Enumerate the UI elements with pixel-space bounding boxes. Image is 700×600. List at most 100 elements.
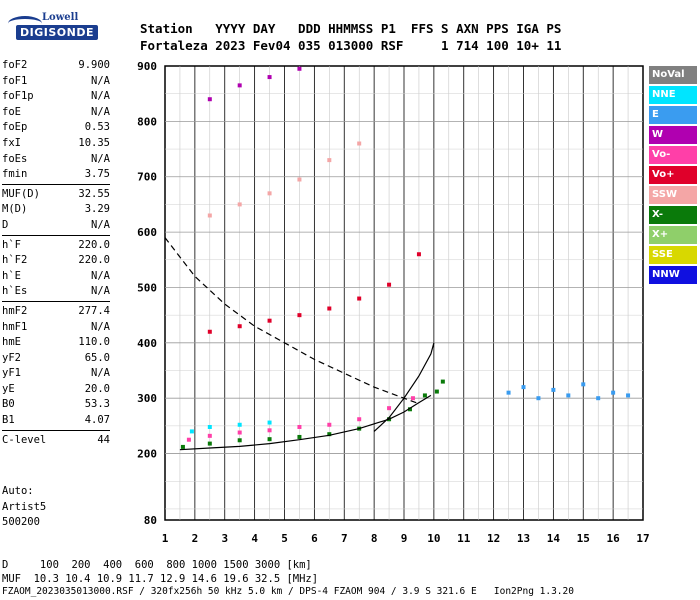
direction-legend: NoVal NNE E W Vo- Vo+ SSW X- X+ SSE NNW (649, 66, 697, 286)
x-tick-label: 12 (487, 532, 500, 545)
trace-solid-line (373, 342, 435, 432)
param-label: foF2 (2, 59, 28, 71)
param-label: fmin (2, 168, 28, 181)
data-point (611, 390, 616, 395)
param-divider (2, 429, 110, 431)
param-label: C-level (2, 433, 47, 446)
param-row: hmE 110.0 (2, 335, 110, 351)
param-label: h`F (2, 238, 21, 251)
param-value: N/A (91, 269, 110, 282)
data-point (207, 97, 212, 102)
data-point (237, 422, 242, 427)
param-label: h`Es (2, 285, 28, 298)
param-row: hmF2 277.4 (2, 304, 110, 320)
data-point (237, 430, 242, 435)
data-point (416, 252, 421, 257)
data-point (327, 422, 332, 427)
data-point (297, 177, 302, 182)
data-point (267, 437, 272, 442)
data-point (267, 75, 272, 80)
param-value: N/A (91, 285, 110, 298)
legend-item: NNE (649, 86, 697, 104)
data-point (387, 282, 392, 287)
logo-digisonde: DIGISONDE (16, 25, 98, 40)
data-point (207, 433, 212, 438)
x-tick-label: 11 (457, 532, 471, 545)
param-value: N/A (91, 90, 110, 103)
data-point (506, 390, 511, 395)
param-row: h`F 220.0 (2, 238, 110, 254)
data-point (521, 385, 526, 390)
param-label: foE (2, 105, 21, 118)
data-point (422, 393, 427, 398)
data-point (207, 424, 212, 429)
station-header: Station YYYY DAY DDD HHMMSS P1 FFS S AXN… (140, 20, 561, 54)
x-tick-label: 13 (517, 532, 530, 545)
param-divider (2, 234, 110, 236)
x-tick-label: 9 (401, 532, 408, 545)
profile-dashed-line (164, 237, 420, 405)
data-point (237, 324, 242, 329)
param-row: C-level 44 (2, 433, 110, 449)
x-tick-label: 10 (427, 532, 440, 545)
param-value: N/A (91, 152, 110, 165)
muf-footer: D 100 200 400 600 800 1000 1500 3000 [km… (2, 558, 318, 586)
footer-muf-row: MUF 10.3 10.4 10.9 11.7 12.9 14.6 19.6 3… (2, 573, 319, 585)
data-point (267, 420, 272, 425)
param-label: fxI (2, 136, 21, 149)
param-row: foF2 9.900 (2, 58, 110, 74)
param-value: 9.900 (78, 59, 110, 71)
data-point (407, 407, 412, 412)
data-point (207, 329, 212, 334)
x-tick-label: 8 (371, 532, 378, 545)
param-value: 3.29 (84, 203, 110, 216)
digisonde-logo: Lowell DIGISONDE (4, 6, 98, 44)
legend-item: Vo- (649, 146, 697, 164)
y-tick-label: 600 (137, 226, 157, 239)
param-value: 10.35 (78, 136, 110, 149)
param-row: yF2 65.0 (2, 351, 110, 367)
data-point (237, 202, 242, 207)
param-row: fmin 3.75 (2, 167, 110, 183)
data-point (237, 438, 242, 443)
param-row: h`Es N/A (2, 284, 110, 300)
param-label: yF1 (2, 367, 21, 380)
trace-solid-line (179, 394, 432, 451)
legend-item: NoVal (649, 66, 697, 84)
param-value: 4.07 (84, 414, 110, 427)
data-point (434, 389, 439, 394)
data-point (581, 382, 586, 387)
footer-file-info: FZAOM_2023035013000.RSF / 320fx256h 50 k… (2, 586, 574, 597)
data-point (267, 428, 272, 433)
data-point (327, 158, 332, 163)
header-line-1: Station YYYY DAY DDD HHMMSS P1 FFS S AXN… (140, 21, 562, 36)
scaled-parameters-panel: foF2 9.900 foF1 N/A foF1p N/A foE N/A foEp 0.53 fx… (2, 58, 110, 448)
param-row: B0 53.3 (2, 397, 110, 413)
x-tick-label: 15 (577, 532, 590, 545)
data-point (387, 406, 392, 411)
param-row: D N/A (2, 218, 110, 234)
data-point (267, 318, 272, 323)
x-tick-label: 14 (547, 532, 561, 545)
param-row: fxI 10.35 (2, 136, 110, 152)
data-point (207, 213, 212, 218)
param-value: 3.75 (84, 168, 110, 181)
data-point (357, 141, 362, 146)
param-label: B0 (2, 398, 15, 411)
param-row: yF1 N/A (2, 366, 110, 382)
param-value: 53.3 (84, 398, 110, 411)
param-label: B1 (2, 414, 15, 427)
legend-item: Vo+ (649, 166, 697, 184)
param-row: foF1p N/A (2, 89, 110, 105)
y-tick-label: 700 (137, 171, 157, 184)
data-point (596, 396, 601, 401)
param-value: N/A (91, 105, 110, 118)
y-tick-label: 800 (137, 115, 157, 128)
y-tick-label: 200 (137, 448, 157, 461)
data-point (267, 191, 272, 196)
data-point (327, 432, 332, 437)
param-row: h`F2 220.0 (2, 253, 110, 269)
data-point (357, 417, 362, 422)
param-row: foEp 0.53 (2, 120, 110, 136)
